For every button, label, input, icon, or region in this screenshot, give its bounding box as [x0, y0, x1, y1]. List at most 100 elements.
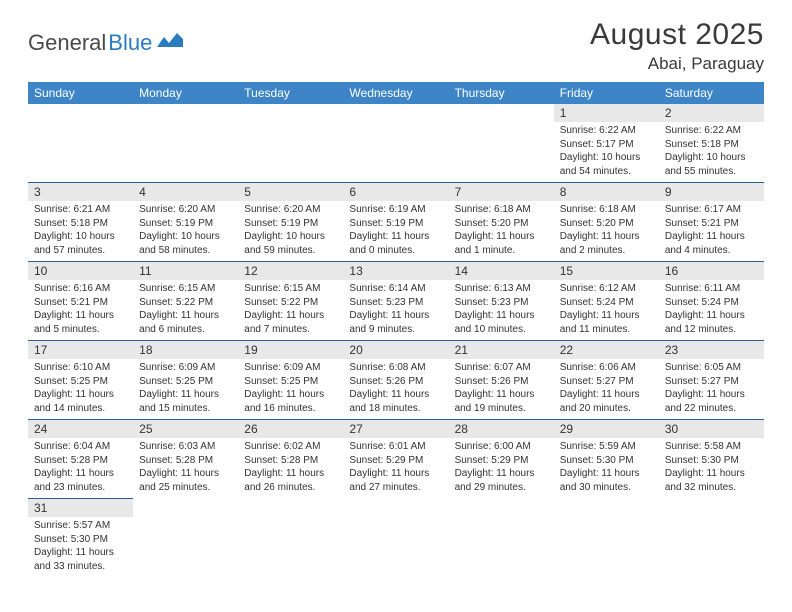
day-number: 19 — [238, 340, 343, 359]
sunrise-text: Sunrise: 6:21 AM — [34, 203, 127, 217]
day-cell: 23Sunrise: 6:05 AMSunset: 5:27 PMDayligh… — [659, 340, 764, 419]
sunrise-text: Sunrise: 6:07 AM — [455, 361, 548, 375]
sunset-text: Sunset: 5:25 PM — [34, 375, 127, 389]
day-details: Sunrise: 6:15 AMSunset: 5:22 PMDaylight:… — [133, 280, 238, 340]
day-details: Sunrise: 6:05 AMSunset: 5:27 PMDaylight:… — [659, 359, 764, 419]
sunset-text: Sunset: 5:25 PM — [244, 375, 337, 389]
daylight-text-2: and 10 minutes. — [455, 323, 548, 337]
day-cell: 9Sunrise: 6:17 AMSunset: 5:21 PMDaylight… — [659, 182, 764, 261]
sunrise-text: Sunrise: 5:59 AM — [560, 440, 653, 454]
sunset-text: Sunset: 5:18 PM — [665, 138, 758, 152]
sunrise-text: Sunrise: 5:57 AM — [34, 519, 127, 533]
day-details: Sunrise: 6:02 AMSunset: 5:28 PMDaylight:… — [238, 438, 343, 498]
dayname-mon: Monday — [133, 82, 238, 104]
day-cell: 27Sunrise: 6:01 AMSunset: 5:29 PMDayligh… — [343, 419, 448, 498]
daylight-text-1: Daylight: 11 hours — [455, 388, 548, 402]
day-number: 4 — [133, 182, 238, 201]
sunrise-text: Sunrise: 6:04 AM — [34, 440, 127, 454]
dayname-sat: Saturday — [659, 82, 764, 104]
daylight-text-1: Daylight: 10 hours — [34, 230, 127, 244]
day-cell: 13Sunrise: 6:14 AMSunset: 5:23 PMDayligh… — [343, 261, 448, 340]
day-number: 12 — [238, 261, 343, 280]
sunrise-text: Sunrise: 6:03 AM — [139, 440, 232, 454]
daylight-text-2: and 14 minutes. — [34, 402, 127, 416]
daylight-text-2: and 54 minutes. — [560, 165, 653, 179]
sunrise-text: Sunrise: 6:06 AM — [560, 361, 653, 375]
day-details: Sunrise: 5:57 AMSunset: 5:30 PMDaylight:… — [28, 517, 133, 577]
daylight-text-1: Daylight: 11 hours — [244, 467, 337, 481]
daylight-text-1: Daylight: 11 hours — [665, 230, 758, 244]
day-number: 8 — [554, 182, 659, 201]
header: GeneralBlue August 2025 Abai, Paraguay — [28, 18, 764, 74]
daylight-text-2: and 23 minutes. — [34, 481, 127, 495]
daylight-text-1: Daylight: 11 hours — [34, 467, 127, 481]
sunset-text: Sunset: 5:24 PM — [560, 296, 653, 310]
sunrise-text: Sunrise: 6:11 AM — [665, 282, 758, 296]
daylight-text-1: Daylight: 10 hours — [560, 151, 653, 165]
day-cell: .. — [133, 104, 238, 182]
sunset-text: Sunset: 5:17 PM — [560, 138, 653, 152]
day-details: Sunrise: 6:17 AMSunset: 5:21 PMDaylight:… — [659, 201, 764, 261]
month-title: August 2025 — [590, 18, 764, 52]
sunset-text: Sunset: 5:30 PM — [665, 454, 758, 468]
day-number: 5 — [238, 182, 343, 201]
day-cell: 25Sunrise: 6:03 AMSunset: 5:28 PMDayligh… — [133, 419, 238, 498]
sunset-text: Sunset: 5:30 PM — [560, 454, 653, 468]
day-number: 7 — [449, 182, 554, 201]
day-details: Sunrise: 6:22 AMSunset: 5:17 PMDaylight:… — [554, 122, 659, 182]
day-number: 18 — [133, 340, 238, 359]
daylight-text-2: and 9 minutes. — [349, 323, 442, 337]
sunset-text: Sunset: 5:30 PM — [34, 533, 127, 547]
sunrise-text: Sunrise: 6:09 AM — [244, 361, 337, 375]
day-number: 28 — [449, 419, 554, 438]
daylight-text-2: and 1 minute. — [455, 244, 548, 258]
week-row: 31Sunrise: 5:57 AMSunset: 5:30 PMDayligh… — [28, 498, 764, 577]
sunset-text: Sunset: 5:28 PM — [244, 454, 337, 468]
day-details: Sunrise: 6:22 AMSunset: 5:18 PMDaylight:… — [659, 122, 764, 182]
day-cell: .. — [133, 498, 238, 577]
day-details: Sunrise: 6:07 AMSunset: 5:26 PMDaylight:… — [449, 359, 554, 419]
daylight-text-2: and 15 minutes. — [139, 402, 232, 416]
sunrise-text: Sunrise: 6:20 AM — [139, 203, 232, 217]
day-cell: 5Sunrise: 6:20 AMSunset: 5:19 PMDaylight… — [238, 182, 343, 261]
day-cell: 20Sunrise: 6:08 AMSunset: 5:26 PMDayligh… — [343, 340, 448, 419]
sunrise-text: Sunrise: 6:20 AM — [244, 203, 337, 217]
day-cell: 8Sunrise: 6:18 AMSunset: 5:20 PMDaylight… — [554, 182, 659, 261]
sunrise-text: Sunrise: 6:12 AM — [560, 282, 653, 296]
day-cell: 16Sunrise: 6:11 AMSunset: 5:24 PMDayligh… — [659, 261, 764, 340]
daylight-text-1: Daylight: 11 hours — [349, 467, 442, 481]
sunset-text: Sunset: 5:19 PM — [244, 217, 337, 231]
day-cell: .. — [343, 104, 448, 182]
day-number: 23 — [659, 340, 764, 359]
daylight-text-2: and 12 minutes. — [665, 323, 758, 337]
day-cell: 31Sunrise: 5:57 AMSunset: 5:30 PMDayligh… — [28, 498, 133, 577]
sunset-text: Sunset: 5:29 PM — [349, 454, 442, 468]
day-details: Sunrise: 6:04 AMSunset: 5:28 PMDaylight:… — [28, 438, 133, 498]
daylight-text-1: Daylight: 11 hours — [455, 309, 548, 323]
daylight-text-1: Daylight: 11 hours — [139, 309, 232, 323]
daylight-text-2: and 11 minutes. — [560, 323, 653, 337]
day-cell: 29Sunrise: 5:59 AMSunset: 5:30 PMDayligh… — [554, 419, 659, 498]
sunrise-text: Sunrise: 6:13 AM — [455, 282, 548, 296]
day-number: 25 — [133, 419, 238, 438]
day-cell: 3Sunrise: 6:21 AMSunset: 5:18 PMDaylight… — [28, 182, 133, 261]
logo-text-blue: Blue — [108, 30, 152, 56]
week-row: ..........1Sunrise: 6:22 AMSunset: 5:17 … — [28, 104, 764, 182]
day-details: Sunrise: 6:16 AMSunset: 5:21 PMDaylight:… — [28, 280, 133, 340]
sunrise-text: Sunrise: 6:18 AM — [560, 203, 653, 217]
daylight-text-2: and 16 minutes. — [244, 402, 337, 416]
day-cell: 19Sunrise: 6:09 AMSunset: 5:25 PMDayligh… — [238, 340, 343, 419]
sunset-text: Sunset: 5:20 PM — [455, 217, 548, 231]
sunset-text: Sunset: 5:21 PM — [34, 296, 127, 310]
sunrise-text: Sunrise: 6:18 AM — [455, 203, 548, 217]
daylight-text-2: and 19 minutes. — [455, 402, 548, 416]
dayname-thu: Thursday — [449, 82, 554, 104]
day-cell: .. — [659, 498, 764, 577]
day-cell: 21Sunrise: 6:07 AMSunset: 5:26 PMDayligh… — [449, 340, 554, 419]
daylight-text-2: and 57 minutes. — [34, 244, 127, 258]
day-cell: 14Sunrise: 6:13 AMSunset: 5:23 PMDayligh… — [449, 261, 554, 340]
calendar-body: ..........1Sunrise: 6:22 AMSunset: 5:17 … — [28, 104, 764, 577]
day-details: Sunrise: 6:21 AMSunset: 5:18 PMDaylight:… — [28, 201, 133, 261]
day-cell: .. — [343, 498, 448, 577]
day-cell: 10Sunrise: 6:16 AMSunset: 5:21 PMDayligh… — [28, 261, 133, 340]
